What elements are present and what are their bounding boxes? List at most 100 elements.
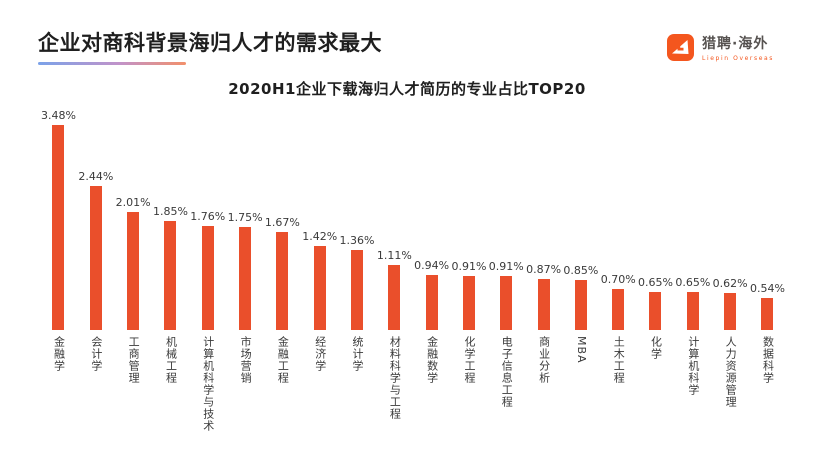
title-underline-accent	[38, 62, 186, 65]
category-label: 金融工程	[276, 336, 290, 384]
bar-area: 0.62%	[713, 105, 748, 330]
value-label: 1.36%	[339, 234, 375, 247]
category-label: 经济学	[313, 336, 327, 372]
logo-text: 猎聘·海外 Liepin Overseas	[702, 33, 774, 62]
category-label: 化学	[649, 336, 663, 360]
bar-column: 1.11% 材料科学与工程	[376, 105, 413, 440]
bar	[574, 280, 587, 330]
bar-area: 0.91%	[489, 105, 524, 330]
value-label: 3.48%	[41, 109, 76, 122]
bar-area: 0.65%	[675, 105, 710, 330]
value-label: 0.65%	[675, 276, 711, 289]
bar-area: 0.94%	[414, 105, 449, 330]
bar-column: 1.36% 统计学	[339, 105, 376, 440]
bar	[350, 250, 363, 330]
category-label: 计算机科学与技术	[201, 336, 215, 432]
bar	[52, 125, 65, 330]
bar-column: 0.65% 计算机科学	[674, 105, 711, 440]
bar-column: 0.91% 化学工程	[450, 105, 487, 440]
category-label: 电子信息工程	[500, 336, 514, 408]
value-label: 1.67%	[264, 216, 300, 229]
value-label: 0.54%	[749, 282, 785, 295]
value-label: 0.62%	[712, 277, 748, 290]
category-label: 土木工程	[612, 336, 626, 384]
category-label: MBA	[574, 336, 588, 364]
category-label: 金融学	[52, 336, 66, 372]
logo-subtext: Liepin Overseas	[702, 55, 774, 62]
value-label: 0.87%	[526, 263, 562, 276]
bar	[313, 246, 326, 330]
bar-area: 2.01%	[116, 105, 151, 330]
bar-area: 1.85%	[153, 105, 188, 330]
bar	[462, 276, 475, 330]
bar-column: 1.75% 市场营销	[227, 105, 264, 440]
bar	[500, 276, 513, 330]
bar	[425, 275, 438, 330]
bar	[127, 212, 140, 330]
bar-column: 0.65% 化学	[637, 105, 674, 440]
value-label: 1.85%	[152, 205, 188, 218]
value-label: 1.75%	[227, 211, 263, 224]
bar-column: 0.62% 人力资源管理	[712, 105, 749, 440]
bar-column: 2.44% 会计学	[77, 105, 114, 440]
liepin-logo-icon	[667, 34, 695, 61]
category-label: 市场营销	[239, 336, 253, 384]
bar	[724, 293, 737, 330]
bar-area: 1.75%	[228, 105, 263, 330]
value-label: 0.94%	[414, 259, 450, 272]
value-label: 0.91%	[488, 260, 524, 273]
value-label: 0.91%	[451, 260, 487, 273]
bar-area: 0.91%	[451, 105, 486, 330]
bar	[537, 279, 550, 330]
value-label: 1.76%	[190, 210, 226, 223]
bar-column: 1.76% 计算机科学与技术	[189, 105, 226, 440]
bar-area: 1.76%	[190, 105, 225, 330]
bar	[612, 289, 625, 330]
value-label: 0.65%	[638, 276, 673, 289]
bar-column: 2.01% 工商管理	[115, 105, 152, 440]
value-label: 1.42%	[302, 230, 338, 243]
bar-area: 1.67%	[265, 105, 300, 330]
liepin-logo: 猎聘·海外 Liepin Overseas	[667, 33, 774, 62]
bar-area: 0.70%	[601, 105, 636, 330]
bar-area: 0.65%	[638, 105, 673, 330]
category-label: 工商管理	[127, 336, 141, 384]
bar-area: 3.48%	[41, 105, 76, 330]
bar	[388, 265, 401, 330]
bar-column: 0.70% 土木工程	[600, 105, 637, 440]
bar-area: 0.87%	[526, 105, 561, 330]
category-label: 金融数学	[425, 336, 439, 384]
bar	[761, 298, 774, 330]
category-label: 材料科学与工程	[388, 336, 402, 420]
bar-area: 0.85%	[563, 105, 598, 330]
bar-area: 1.11%	[377, 105, 412, 330]
bar	[239, 227, 252, 330]
category-label: 计算机科学	[686, 336, 700, 396]
category-label: 统计学	[351, 336, 365, 372]
bar-column: 1.85% 机械工程	[152, 105, 189, 440]
page-title: 企业对商科背景海归人才的需求最大	[38, 31, 382, 55]
bar-column: 1.67% 金融工程	[264, 105, 301, 440]
bar	[164, 221, 177, 330]
category-label: 化学工程	[462, 336, 476, 384]
category-label: 人力资源管理	[724, 336, 738, 408]
bar-column: 0.54% 数据科学	[749, 105, 786, 440]
bar	[276, 232, 289, 330]
value-label: 0.85%	[563, 264, 599, 277]
bar-area: 1.42%	[302, 105, 337, 330]
value-label: 1.11%	[376, 249, 412, 262]
value-label: 0.70%	[600, 273, 636, 286]
bar-chart: 3.48% 金融学 2.44% 会计学 2.01% 工商管理 1.85% 机械工程 1.76% 计…	[40, 105, 786, 440]
category-label: 机械工程	[164, 336, 178, 384]
header: 企业对商科背景海归人才的需求最大	[38, 27, 382, 65]
bar-area: 1.36%	[339, 105, 375, 330]
logo-brand-name: 猎聘·海外	[702, 36, 769, 52]
category-label: 会计学	[89, 336, 103, 372]
value-label: 2.44%	[78, 170, 114, 183]
bar-column: 0.94% 金融数学	[413, 105, 450, 440]
bar	[686, 292, 699, 330]
chart-title: 2020H1企业下载海归人才简历的专业占比TOP20	[228, 80, 586, 98]
bar-column: 0.85% MBA	[562, 105, 599, 440]
bar-column: 1.42% 经济学	[301, 105, 338, 440]
category-label: 数据科学	[761, 336, 775, 384]
